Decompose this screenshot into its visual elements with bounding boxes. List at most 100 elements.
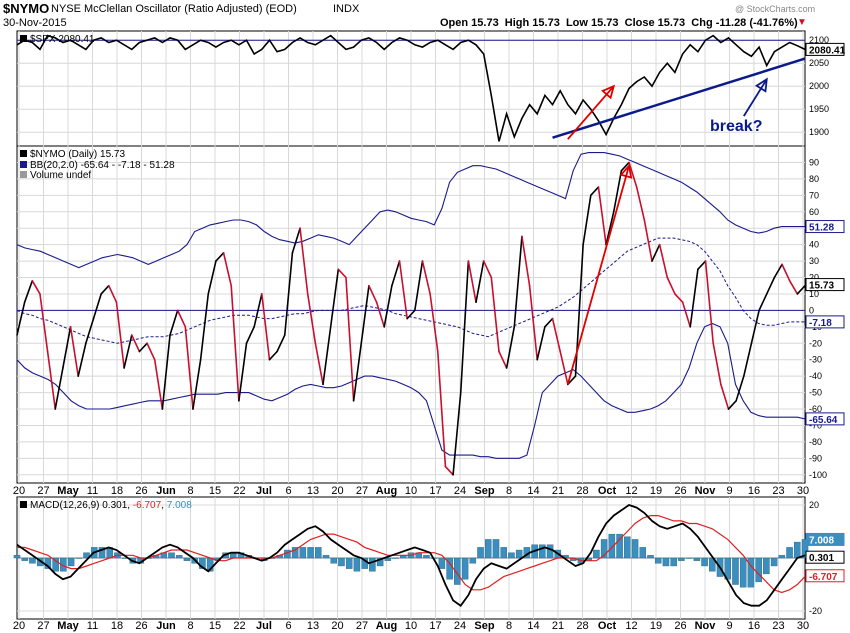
nymo-segment	[666, 276, 676, 295]
x-tick-label: 8	[187, 620, 193, 632]
macd-histogram-bar	[778, 555, 786, 559]
watermark: @ StockCharts.com	[735, 4, 816, 14]
x-tick-label: 18	[111, 485, 123, 497]
macd-histogram-bar	[307, 547, 314, 559]
x-tick-label: 27	[356, 485, 368, 497]
macd-histogram-bar	[392, 557, 399, 559]
macd-histogram-bar	[67, 557, 75, 567]
nymo-segment	[643, 219, 653, 262]
oscillator-y-tick: 40	[809, 240, 819, 250]
nymo-segment	[704, 260, 714, 345]
oscillator-y-tick: -90	[809, 453, 822, 463]
nymo-segment	[146, 342, 156, 361]
oscillator-y-tick: 70	[809, 190, 819, 200]
nymo-segment	[314, 342, 324, 386]
nymo-segment	[69, 326, 80, 377]
nymo-segment	[459, 260, 470, 394]
nymo-segment	[452, 391, 462, 476]
down-arrow-icon: ▼	[797, 17, 807, 28]
chart-date: 30-Nov-2015	[3, 17, 67, 29]
macd-histogram-bar	[83, 552, 90, 559]
macd-value: 0.301	[805, 550, 845, 564]
nymo-segment	[735, 375, 745, 402]
oscillator-y-tick: -50	[809, 388, 822, 398]
x-tick-label: 18	[111, 620, 123, 632]
x-tick-label: 15	[209, 485, 221, 497]
x-tick-label: 8	[187, 485, 193, 497]
nymo-segment	[299, 227, 309, 295]
price-y-tick: 2000	[809, 81, 829, 91]
macd-histogram-bar	[631, 539, 639, 559]
x-tick-label: Sep	[474, 620, 494, 632]
nymo-segment	[498, 350, 508, 369]
macd-histogram-bar	[685, 557, 693, 559]
macd-histogram-bar	[13, 555, 21, 559]
macd-legend-part: 7.008	[167, 500, 192, 511]
nymo-segment	[620, 161, 630, 172]
bb-upper-value: 51.28	[805, 220, 845, 234]
nymo-segment	[490, 276, 500, 353]
macd-histogram-bar	[608, 533, 616, 559]
x-tick-label: 16	[748, 620, 760, 632]
nymo-segment	[123, 334, 133, 369]
macd-histogram-bar	[21, 557, 28, 561]
x-tick-label: Aug	[376, 485, 397, 497]
nymo-segment	[635, 186, 646, 221]
macd-histogram-bar	[670, 557, 677, 567]
oscillator-y-tick: 10	[809, 289, 819, 299]
nymo-segment	[360, 284, 370, 345]
x-tick-label: May	[57, 485, 79, 497]
bb-lower-line	[16, 322, 806, 459]
macd-histogram-bar	[376, 557, 384, 567]
nymo-segment	[406, 309, 416, 320]
symbol-title: $NYMO	[3, 1, 50, 16]
x-tick-label: 27	[37, 485, 49, 497]
macd-histogram-bar	[60, 557, 67, 572]
x-tick-label: 24	[454, 620, 466, 632]
nymo-segment	[345, 276, 355, 402]
nymo-segment	[306, 293, 317, 345]
macd-histogram-bar	[52, 557, 59, 572]
x-tick-label: 14	[527, 485, 539, 497]
macd-histogram-bar	[763, 557, 770, 575]
nymo-segment	[215, 252, 225, 262]
oscillator-y-tick: -100	[809, 470, 827, 480]
macd-hist-value-box	[805, 532, 845, 546]
x-tick-label: Jun	[156, 620, 176, 632]
macd-histogram-bar	[508, 552, 515, 559]
macd-histogram-bar	[539, 544, 546, 559]
bb-legend-swatch	[20, 161, 27, 168]
nymo-segment	[161, 334, 171, 410]
macd-histogram-bar	[593, 549, 600, 559]
nymo-segment	[54, 367, 64, 410]
nymo-segment	[130, 334, 141, 353]
macd-histogram-bar	[747, 557, 755, 588]
macd-histogram-bar	[755, 557, 762, 583]
nymo-segment	[536, 326, 546, 361]
nymo-segment	[283, 252, 294, 336]
bb-lower-value: -65.64	[805, 412, 845, 426]
nymo-segment	[39, 293, 49, 353]
nymo-segment	[23, 279, 34, 303]
macd-legend-part: ,	[161, 500, 167, 511]
macd-signal-value-box	[805, 569, 845, 583]
nymo-segment	[697, 260, 707, 271]
nymo-segment	[758, 293, 768, 312]
macd-histogram-bar	[662, 557, 670, 567]
nymo-segment	[85, 317, 95, 345]
nymo-segment	[368, 284, 378, 303]
x-tick-label: 21	[552, 485, 564, 497]
macd-histogram-bar	[75, 557, 83, 559]
nymo-segment	[46, 350, 57, 410]
nymo-segment	[100, 284, 110, 295]
nymo-segment	[505, 326, 516, 369]
nymo-segment	[383, 284, 393, 328]
x-tick-label: 30	[797, 620, 809, 632]
nymo-segment	[414, 260, 424, 312]
x-tick-label: 20	[13, 620, 25, 632]
bb-middle-value-text: -7.18	[809, 318, 832, 329]
oscillator-up-arrow-head	[619, 163, 633, 179]
macd-histogram-bar	[739, 557, 747, 588]
macd-signal-value-text: -6.707	[809, 572, 838, 583]
